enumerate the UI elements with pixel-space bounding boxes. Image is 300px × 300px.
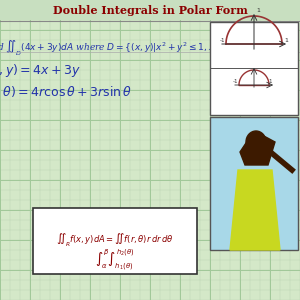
Text: $\int_{\alpha}^{\beta}\int_{h_1(\theta)}^{h_2(\theta)}$: $\int_{\alpha}^{\beta}\int_{h_1(\theta)}… [95,248,135,273]
Text: 1: 1 [284,38,288,43]
Polygon shape [240,135,275,165]
FancyBboxPatch shape [0,0,300,20]
FancyBboxPatch shape [210,117,298,250]
Ellipse shape [246,131,266,153]
Text: $f(r,\theta) = 4r\cos\theta + 3r\sin\theta$: $f(r,\theta) = 4r\cos\theta + 3r\sin\the… [0,84,132,99]
FancyBboxPatch shape [33,208,197,274]
Text: $f(x,y) = 4x+3y$: $f(x,y) = 4x+3y$ [0,62,81,79]
Text: 1: 1 [268,79,272,84]
Text: $\iint_{R}f(x,y)dA = \iint f(r,\theta)r\,dr\,d\theta$: $\iint_{R}f(x,y)dA = \iint f(r,\theta)r\… [56,232,174,248]
Text: 1: 1 [256,8,260,13]
Text: -1: -1 [220,38,226,43]
Text: -1: -1 [233,79,238,84]
Polygon shape [230,170,280,250]
FancyBboxPatch shape [210,22,298,115]
Text: Double Integrals in Polar Form: Double Integrals in Polar Form [52,5,247,16]
Text: Find $\iint_{D}(4x+3y)dA$ where $D=\{(x,y)|x^2+y^2\leq 1, x\geq 0\}$: Find $\iint_{D}(4x+3y)dA$ where $D=\{(x,… [0,38,237,57]
